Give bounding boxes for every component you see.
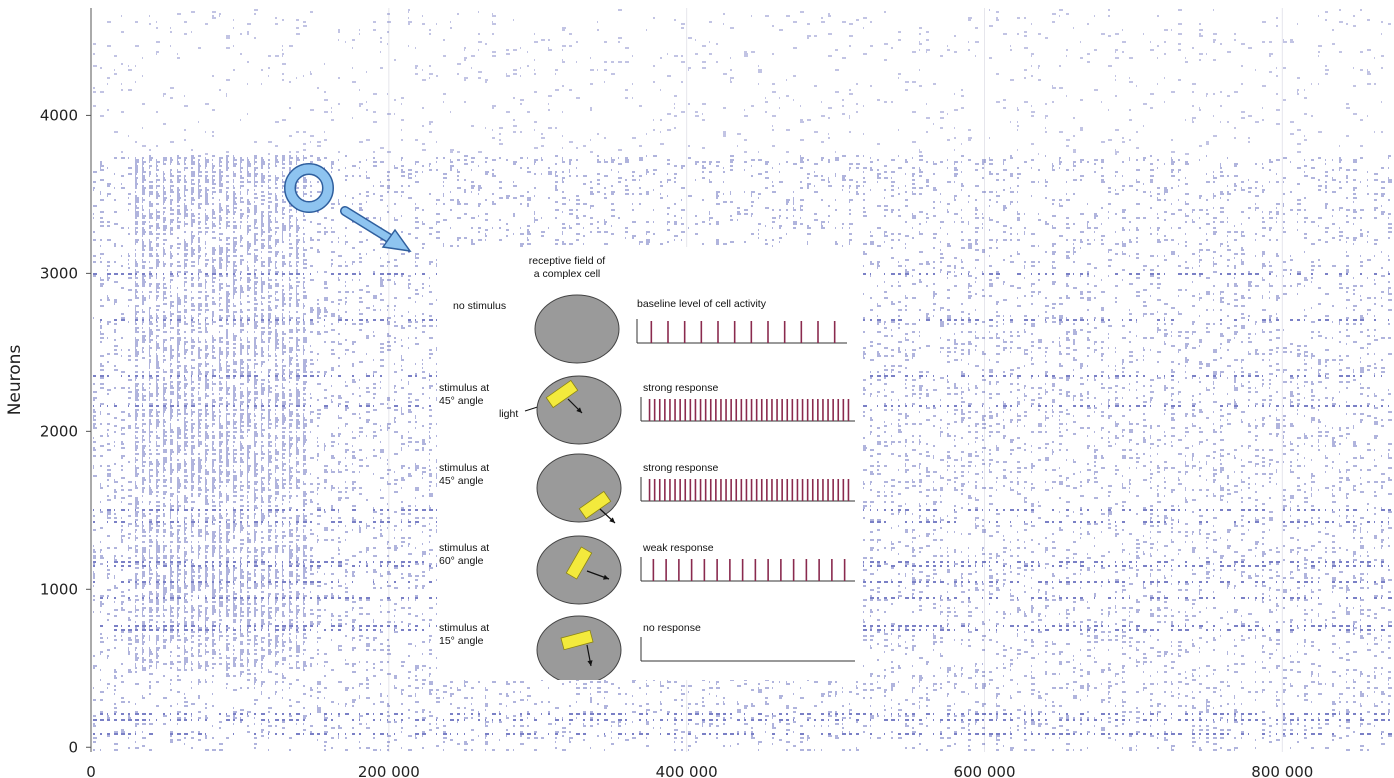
- stimulus-label: stimulus at: [439, 542, 489, 554]
- x-tick-label: 400 000: [656, 763, 718, 778]
- stimulus-label: 60° angle: [439, 555, 484, 567]
- y-axis-ticks: 0 1000 2000 3000 4000: [40, 106, 91, 756]
- inset-rows: no stimulus baseline level of cell activi…: [439, 294, 855, 680]
- y-tick-label: 2000: [40, 422, 78, 440]
- complex-cell-inset: receptive field of a complex cell no sti…: [437, 247, 862, 680]
- stimulus-label: stimulus at: [439, 622, 489, 634]
- x-tick-label: 200 000: [358, 763, 420, 778]
- x-tick-label: 800 000: [1251, 763, 1313, 778]
- response-label: no response: [643, 622, 701, 634]
- response-label: strong response: [643, 382, 718, 394]
- zoom-annotation: [284, 163, 412, 253]
- stimulus-label: stimulus at: [439, 462, 489, 474]
- receptive-field-disc: [536, 453, 622, 523]
- receptive-field-disc: [536, 615, 622, 680]
- inset-title-line1: receptive field of: [529, 255, 606, 267]
- stimulus-label: 45° angle: [439, 475, 484, 487]
- response-label: baseline level of cell activity: [637, 298, 767, 310]
- stimulus-label: 15° angle: [439, 635, 484, 647]
- motion-arrow-head: [603, 574, 609, 580]
- light-label: light: [499, 408, 518, 420]
- stimulus-label: stimulus at: [439, 382, 489, 394]
- motion-arrow-head: [576, 407, 582, 413]
- light-bar: [578, 490, 612, 520]
- stimulus-label: no stimulus: [453, 300, 506, 312]
- light-bar: [545, 379, 579, 409]
- y-tick-label: 0: [68, 738, 78, 756]
- x-axis-ticks: 0 200 000 400 000 600 000 800 000: [86, 763, 1313, 778]
- receptive-field-disc: [534, 294, 620, 364]
- y-tick-label: 3000: [40, 264, 78, 282]
- x-tick-label: 0: [86, 763, 96, 778]
- stimulus-label: 45° angle: [439, 395, 484, 407]
- response-label: weak response: [642, 542, 714, 554]
- ring-marker-fill: [285, 164, 333, 212]
- y-tick-label: 4000: [40, 106, 78, 124]
- y-tick-label: 1000: [40, 580, 78, 598]
- motion-arrow-head: [609, 517, 615, 523]
- light-bar: [565, 546, 593, 580]
- response-label: strong response: [643, 462, 718, 474]
- pointer-arrow-head: [381, 228, 412, 253]
- motion-arrow-head: [587, 660, 593, 666]
- pointer-arrow: [341, 207, 396, 244]
- inset-title-line2: a complex cell: [534, 268, 601, 280]
- y-axis-title: Neurons: [5, 345, 25, 416]
- light-bar: [560, 629, 594, 651]
- x-tick-label: 600 000: [953, 763, 1015, 778]
- inset-row: no stimulus baseline level of cell activi…: [453, 294, 847, 364]
